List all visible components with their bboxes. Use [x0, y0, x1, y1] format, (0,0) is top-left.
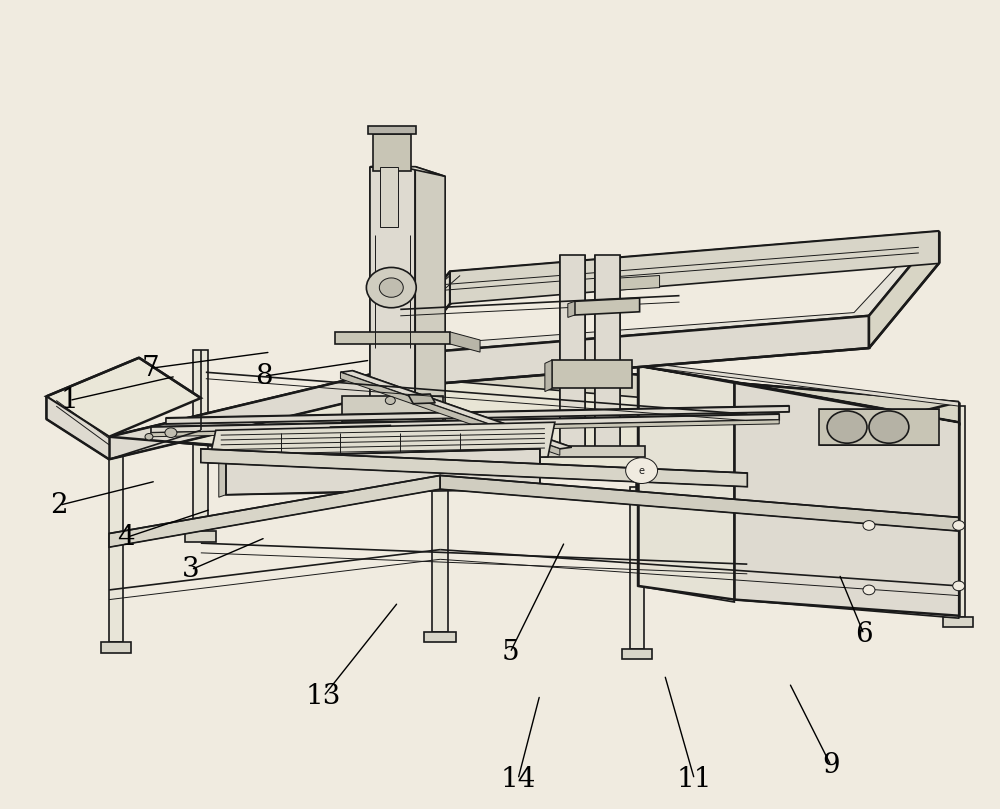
Polygon shape — [166, 406, 789, 424]
Polygon shape — [350, 425, 435, 438]
Circle shape — [869, 411, 909, 443]
Polygon shape — [638, 366, 959, 422]
Bar — [819, 409, 939, 445]
Circle shape — [863, 521, 875, 530]
Text: 4: 4 — [117, 524, 135, 551]
Polygon shape — [380, 231, 939, 356]
Polygon shape — [943, 616, 973, 627]
Polygon shape — [630, 487, 644, 649]
Polygon shape — [46, 396, 109, 460]
Polygon shape — [622, 649, 652, 659]
Bar — [380, 167, 398, 227]
Text: 9: 9 — [822, 752, 840, 779]
Text: 14: 14 — [500, 766, 536, 793]
Polygon shape — [219, 457, 226, 498]
Polygon shape — [595, 276, 660, 291]
Polygon shape — [370, 167, 445, 176]
Polygon shape — [734, 382, 959, 618]
Polygon shape — [370, 167, 415, 425]
Polygon shape — [109, 358, 959, 481]
Polygon shape — [432, 366, 448, 632]
Text: 6: 6 — [855, 621, 873, 648]
Text: 8: 8 — [255, 362, 272, 390]
Text: 2: 2 — [50, 492, 68, 519]
Text: 1: 1 — [60, 387, 78, 414]
Text: 13: 13 — [306, 683, 341, 709]
Polygon shape — [408, 394, 435, 404]
Text: e: e — [639, 466, 645, 476]
Polygon shape — [201, 449, 747, 487]
Polygon shape — [209, 422, 555, 463]
Polygon shape — [450, 332, 480, 352]
Circle shape — [366, 268, 416, 307]
Polygon shape — [330, 426, 390, 438]
Polygon shape — [342, 396, 443, 422]
Polygon shape — [400, 245, 917, 346]
Polygon shape — [141, 368, 939, 479]
Bar — [373, 134, 411, 171]
Polygon shape — [440, 362, 959, 421]
Polygon shape — [575, 298, 640, 315]
Circle shape — [827, 411, 867, 443]
Polygon shape — [226, 449, 540, 495]
Circle shape — [626, 458, 658, 484]
Circle shape — [863, 585, 875, 595]
Circle shape — [953, 581, 965, 591]
Text: 3: 3 — [182, 557, 200, 583]
Polygon shape — [185, 531, 216, 541]
Polygon shape — [440, 476, 959, 531]
Polygon shape — [101, 642, 131, 653]
Polygon shape — [415, 167, 445, 434]
Polygon shape — [380, 316, 869, 388]
Polygon shape — [340, 371, 572, 449]
Polygon shape — [340, 372, 560, 455]
Text: 11: 11 — [677, 766, 712, 793]
Polygon shape — [241, 429, 301, 440]
Circle shape — [385, 396, 395, 404]
Polygon shape — [552, 360, 632, 388]
Polygon shape — [595, 256, 620, 453]
Polygon shape — [380, 272, 450, 388]
Circle shape — [953, 521, 965, 530]
Polygon shape — [869, 231, 939, 348]
Text: 7: 7 — [142, 354, 160, 382]
Polygon shape — [193, 349, 208, 531]
Circle shape — [379, 278, 403, 297]
Polygon shape — [568, 301, 575, 317]
Text: 5: 5 — [501, 639, 519, 667]
Polygon shape — [151, 414, 779, 433]
Polygon shape — [109, 476, 440, 547]
Polygon shape — [545, 360, 552, 392]
Polygon shape — [638, 362, 959, 406]
Polygon shape — [109, 362, 440, 455]
Polygon shape — [440, 358, 959, 425]
Circle shape — [165, 428, 177, 438]
Polygon shape — [368, 126, 416, 134]
Polygon shape — [424, 632, 456, 642]
Polygon shape — [450, 231, 939, 303]
Polygon shape — [741, 413, 755, 587]
Polygon shape — [335, 332, 450, 344]
Polygon shape — [109, 443, 123, 642]
Circle shape — [145, 434, 153, 440]
Polygon shape — [109, 358, 440, 460]
Polygon shape — [733, 587, 763, 598]
Polygon shape — [638, 366, 734, 602]
Polygon shape — [560, 256, 585, 453]
Polygon shape — [542, 447, 645, 457]
Polygon shape — [46, 358, 201, 437]
Polygon shape — [951, 406, 965, 616]
Polygon shape — [151, 420, 779, 437]
